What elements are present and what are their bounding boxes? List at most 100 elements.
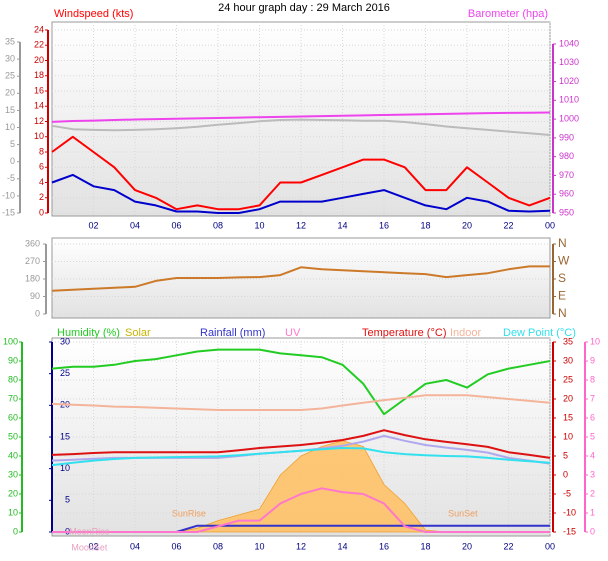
annotation: MoonSet — [71, 542, 108, 552]
y-tick-label: 16 — [34, 85, 44, 95]
x-tick-label: 10 — [254, 541, 264, 551]
y-tick-label: 25 — [5, 71, 15, 81]
x-tick-label: 16 — [379, 220, 389, 230]
y-tick-label: 0 — [590, 526, 595, 536]
legend-entry: Temperature (°C) — [362, 327, 446, 339]
y-tick-label: 5 — [590, 431, 595, 441]
y-tick-label: 980 — [559, 151, 574, 161]
legend-entry: Indoor — [450, 327, 482, 339]
y-tick-label: 2 — [590, 488, 595, 498]
y-tick-label: 9 — [590, 355, 595, 365]
y-tick-label: 270 — [25, 256, 40, 266]
y-tick-label: W — [558, 254, 570, 268]
legend-entry: Barometer (hpa) — [468, 8, 548, 20]
y-tick-label: N — [558, 236, 567, 250]
y-tick-label: 4 — [590, 450, 595, 460]
y-tick-label: 360 — [25, 238, 40, 248]
x-tick-label: 02 — [88, 541, 98, 551]
y-tick-label: 6 — [590, 412, 595, 422]
y-tick-label: 30 — [8, 469, 18, 479]
series-line — [51, 447, 551, 467]
legend-entry: Dew Point (°C) — [503, 327, 576, 339]
y-tick-label: 60 — [8, 412, 18, 422]
x-tick-label: 12 — [296, 220, 306, 230]
series-line — [51, 394, 551, 411]
x-tick-label: 00 — [545, 220, 555, 230]
y-tick-label: 950 — [559, 207, 574, 217]
y-tick-label: 50 — [8, 431, 18, 441]
y-tick-label: 180 — [25, 273, 40, 283]
y-tick-label: 1 — [590, 507, 595, 517]
y-tick-label: 1030 — [559, 57, 579, 67]
y-tick-label: 15 — [563, 412, 573, 422]
y-tick-label: S — [558, 271, 566, 285]
legend-entry: UV — [285, 327, 301, 339]
x-tick-label: 10 — [254, 220, 264, 230]
legend-entry: Solar — [125, 327, 151, 339]
y-tick-label: 100 — [3, 336, 18, 346]
y-tick-label: 20 — [8, 488, 18, 498]
y-tick-label: 20 — [34, 55, 44, 65]
y-tick-label: 25 — [60, 368, 70, 378]
y-tick-label: 90 — [30, 291, 40, 301]
x-tick-label: 08 — [213, 541, 223, 551]
x-tick-label: 12 — [296, 541, 306, 551]
series-line — [51, 348, 551, 416]
y-tick-label: 25 — [563, 374, 573, 384]
y-tick-label: 35 — [5, 36, 15, 46]
series-line — [51, 111, 551, 123]
annotation: SunSet — [448, 508, 478, 518]
x-tick-label: 02 — [88, 220, 98, 230]
y-tick-label: N — [558, 306, 567, 320]
y-tick-label: 4 — [39, 177, 44, 187]
y-tick-label: 0 — [35, 308, 40, 318]
y-tick-label: 10 — [8, 507, 18, 517]
y-tick-label: 20 — [563, 393, 573, 403]
x-tick-label: 14 — [337, 541, 347, 551]
y-tick-label: 40 — [8, 450, 18, 460]
y-tick-label: 12 — [34, 116, 44, 126]
y-tick-label: 1020 — [559, 76, 579, 86]
y-tick-label: 10 — [34, 131, 44, 141]
y-tick-label: 3 — [590, 469, 595, 479]
x-tick-label: 14 — [337, 220, 347, 230]
legend-entry: Rainfall (mm) — [200, 327, 265, 339]
y-tick-label: 18 — [34, 70, 44, 80]
y-tick-label: 8 — [39, 146, 44, 156]
y-tick-label: 1010 — [559, 95, 579, 105]
annotation: SunRise — [172, 508, 206, 518]
y-tick-label: 30 — [563, 355, 573, 365]
y-tick-label: 35 — [563, 336, 573, 346]
y-tick-label: 30 — [60, 336, 70, 346]
x-tick-label: 22 — [503, 220, 513, 230]
x-tick-label: 08 — [213, 220, 223, 230]
x-tick-label: 18 — [420, 220, 430, 230]
y-tick-label: 5 — [65, 495, 70, 505]
series-line — [51, 118, 551, 136]
y-tick-label: -10 — [2, 190, 15, 200]
y-tick-label: -5 — [563, 488, 571, 498]
y-tick-label: 80 — [8, 374, 18, 384]
x-tick-label: 18 — [420, 541, 430, 551]
series-line — [51, 173, 551, 214]
legend-entry: Humidity (%) — [57, 327, 120, 339]
y-tick-label: 6 — [39, 162, 44, 172]
x-tick-label: 16 — [379, 541, 389, 551]
y-tick-label: 1000 — [559, 113, 579, 123]
y-tick-label: -5 — [7, 173, 15, 183]
y-tick-label: E — [558, 289, 566, 303]
x-tick-label: 20 — [462, 541, 472, 551]
y-tick-label: 22 — [34, 40, 44, 50]
x-tick-label: 00 — [545, 541, 555, 551]
series-line — [51, 429, 551, 459]
y-tick-label: 5 — [563, 450, 568, 460]
x-tick-label: 04 — [130, 541, 140, 551]
y-tick-label: 15 — [5, 105, 15, 115]
y-tick-label: 0 — [13, 526, 18, 536]
series-line — [51, 135, 551, 211]
y-tick-label: 0 — [563, 469, 568, 479]
y-tick-label: 0 — [39, 207, 44, 217]
y-tick-label: -10 — [563, 507, 576, 517]
